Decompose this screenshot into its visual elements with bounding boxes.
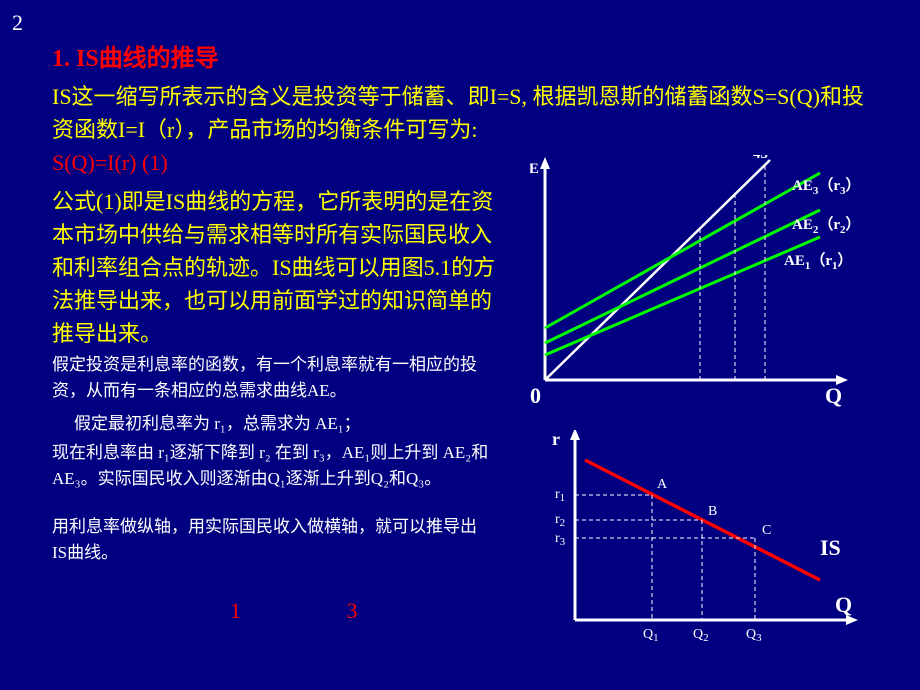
ae2-line [545,210,820,343]
point-c: C [762,523,771,538]
line-45deg [545,160,770,380]
label-q1: Q1 [643,627,659,644]
label-q2: Q2 [693,627,709,644]
section-title: 1. IS曲线的推导 [52,38,219,73]
y-axis-arrow [540,157,550,169]
is-chart: A B C r Q IS r1 r2 r3 Q1 Q2 Q3 [530,430,870,650]
ae-chart: AE 0 Q 450 AE3（r3） AE2（r2） AE1（r1） [530,155,870,410]
ae1-line [545,237,820,355]
label-r-axis: r [552,430,560,449]
label-ae-axis: AE [530,161,539,177]
page-number: 2 [12,10,23,36]
label-r3: r3 [555,531,566,548]
label-is: IS [820,535,841,560]
formula-1: S(Q)=I(r) (1) [52,150,168,176]
footer-page-refs: 1 3 [230,598,408,624]
point-a: A [657,477,668,492]
label-ae1: AE1（r1） [784,251,853,272]
paragraph-assumption-2: 假定最初利息率为 r₁，总需求为 AE₁； [74,412,494,436]
paragraph-explanation: 公式(1)即是IS曲线的方程，它所表明的是在资本市场中供给与需求相等时所有实际国… [52,185,502,350]
y-axis-arrow [570,430,580,440]
label-q-axis: Q [835,592,852,617]
label-origin: 0 [530,383,541,408]
label-q3: Q3 [746,627,762,644]
label-ae2: AE2（r2） [792,215,861,236]
label-ae3: AE3（r3） [792,176,861,197]
paragraph-assumption-1: 假定投资是利息率的函数，有一个利息率就有一相应的投资，从而有一条相应的总需求曲线… [52,352,482,403]
paragraph-conclusion: 用利息率做纵轴，用实际国民收入做横轴，就可以推导出IS曲线。 [52,514,482,565]
paragraph-derivation: 现在利息率由 r₁逐渐下降到 r₂ 在到 r₃，AE₁则上升到 AE₂和AE₃。… [52,440,512,491]
label-r1: r1 [555,487,565,504]
ae3-line [545,173,820,328]
label-r2: r2 [555,512,565,529]
point-b: B [708,504,717,519]
label-q-axis: Q [825,383,842,408]
paragraph-intro: IS这一缩写所表示的含义是投资等于储蓄、即I=S, 根据凯恩斯的储蓄函数S=S(… [52,80,872,146]
